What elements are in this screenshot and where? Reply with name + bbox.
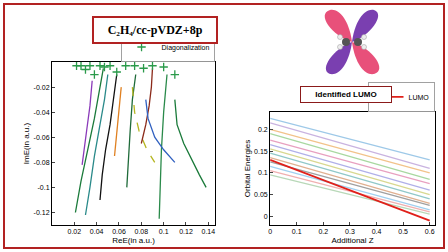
svg-text:0: 0 [264, 213, 268, 220]
svg-text:0: 0 [268, 228, 272, 235]
svg-text:0.4: 0.4 [372, 228, 382, 235]
svg-text:-0.08: -0.08 [34, 159, 50, 166]
html-text:Identified LUMO: Identified LUMO [315, 90, 377, 99]
svg-text:-0.12: -0.12 [34, 209, 50, 216]
svg-text:0.1: 0.1 [159, 228, 169, 235]
svg-text:-0.04: -0.04 [34, 109, 50, 116]
svg-text:0.05: 0.05 [254, 191, 268, 198]
svg-text:-0.06: -0.06 [34, 134, 50, 141]
svg-text:0.2: 0.2 [258, 126, 268, 133]
svg-text:0.02: 0.02 [67, 228, 81, 235]
svg-text:0.14: 0.14 [202, 228, 216, 235]
svg-text:-0.02: -0.02 [34, 84, 50, 91]
svg-text:0.1: 0.1 [258, 169, 268, 176]
svg-text:ImE(in a.u.): ImE(in a.u.) [22, 123, 31, 165]
svg-text:0.5: 0.5 [398, 228, 408, 235]
svg-text:0.08: 0.08 [135, 228, 149, 235]
svg-text:LUMO: LUMO [409, 94, 430, 101]
html-text:C₂H₄/cc-pVDZ+8p: C₂H₄/cc-pVDZ+8p [107, 22, 203, 37]
svg-text:0.06: 0.06 [112, 228, 126, 235]
svg-text:0.04: 0.04 [90, 228, 104, 235]
svg-text:0.2: 0.2 [318, 228, 328, 235]
svg-text:-0.1: -0.1 [38, 184, 50, 191]
svg-text:0.12: 0.12 [179, 228, 193, 235]
svg-text:0.6: 0.6 [425, 228, 435, 235]
svg-text:Diagonalization: Diagonalization [162, 44, 210, 52]
svg-text:Additional Z: Additional Z [331, 236, 373, 245]
svg-text:0.15: 0.15 [254, 148, 268, 155]
svg-text:0.1: 0.1 [292, 228, 302, 235]
svg-text:Orbital Energies: Orbital Energies [243, 140, 252, 197]
svg-text:0.3: 0.3 [345, 228, 355, 235]
svg-text:ReE(in a.u.): ReE(in a.u.) [112, 236, 155, 245]
